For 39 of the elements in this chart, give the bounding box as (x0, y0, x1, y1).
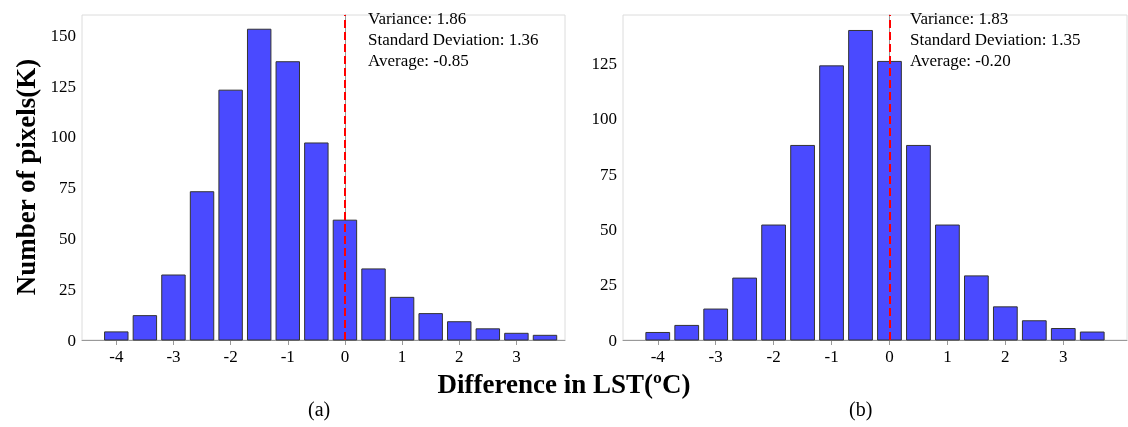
y-tick-label: 100 (591, 109, 617, 129)
y-tick-label: 50 (600, 219, 617, 239)
y-tick-label: 25 (59, 279, 76, 299)
annotation: Variance: 1.86 (368, 9, 467, 29)
x-tick-label: -4 (109, 347, 124, 366)
annotation: Variance: 1.83 (910, 9, 1009, 29)
x-tick-label: -2 (223, 347, 238, 366)
x-tick-label: -1 (824, 347, 839, 366)
x-tick-label: -3 (708, 347, 723, 366)
x-tick-label: -4 (650, 347, 666, 366)
x-tick-label: 2 (455, 347, 464, 366)
text: (b) (849, 398, 873, 421)
y-tick-label: 50 (59, 228, 76, 248)
y-tick-label: 75 (59, 178, 76, 198)
y-tick-label: 0 (608, 330, 617, 350)
annotation: Average: -0.85 (368, 51, 469, 71)
annotation: Average: -0.20 (910, 51, 1011, 71)
annotation: Standard Deviation: 1.36 (368, 30, 539, 50)
y-tick-label: 150 (50, 25, 76, 45)
y-tick-label: 0 (67, 330, 76, 350)
x-tick-label: 3 (1059, 347, 1068, 366)
y-tick-label: 100 (50, 127, 76, 147)
x-tick-label: 1 (397, 347, 407, 366)
x-tick-label: -2 (766, 347, 781, 366)
y-tick-label: 75 (600, 164, 617, 184)
x-tick-label: 3 (512, 347, 521, 366)
y-tick-label: 125 (591, 54, 617, 74)
x-tick-label: 0 (340, 347, 350, 366)
y-tick-label: 25 (600, 275, 617, 295)
x-tick-label: 1 (943, 347, 952, 366)
text: (a) (308, 398, 331, 421)
x-axis-title: Difference in LST(ºC) (437, 368, 691, 400)
x-tick-label: -1 (280, 347, 295, 366)
x-tick-label: 0 (885, 347, 894, 366)
annotation: Standard Deviation: 1.35 (910, 30, 1081, 50)
x-tick-label: -3 (166, 347, 181, 366)
y-tick-label: 125 (50, 76, 76, 96)
y-axis-title: Number of pixels(K) (10, 58, 42, 296)
x-tick-label: 2 (1001, 347, 1010, 366)
